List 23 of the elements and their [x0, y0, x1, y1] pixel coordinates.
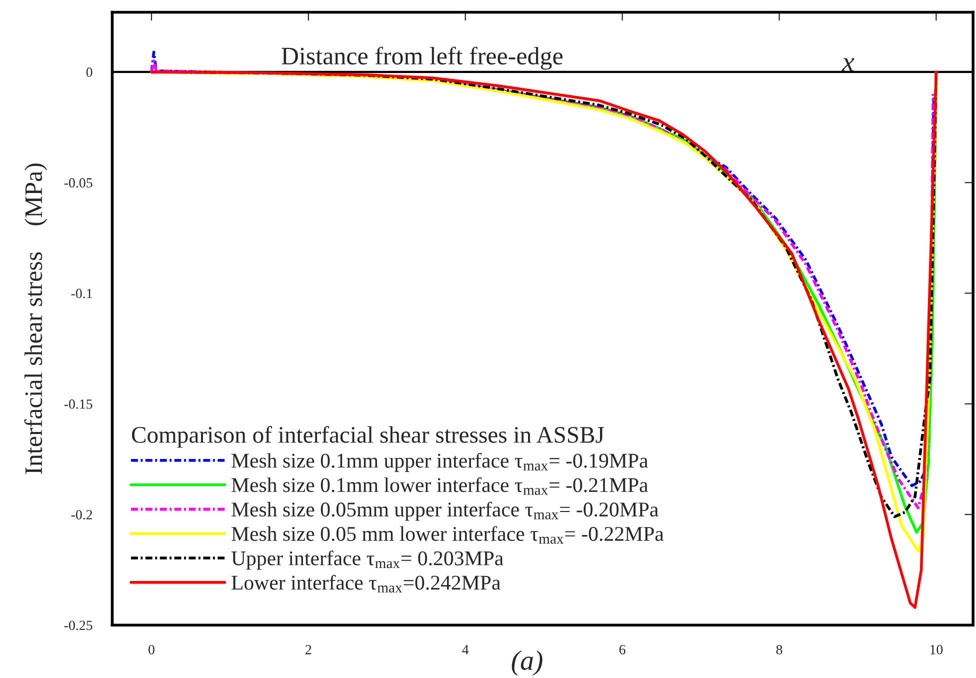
legend-label: Mesh size 0.05mm upper interface τ$_{max}$= -0.20MPa	[232, 502, 658, 521]
x-tick-label: 4	[462, 645, 469, 654]
y-tick-label: -0.2	[71, 510, 92, 520]
x-tick-label: 8	[776, 644, 782, 654]
y-tick-label: -0.15	[64, 399, 92, 409]
y-axis-title: Interfacial shear stress (MPa)	[24, 164, 48, 474]
legend-label: Lower interface τ$_{max}$=0.242MPa	[232, 574, 500, 593]
x-axis-title: Distance from left free-edge	[282, 46, 563, 70]
y-tick-label: 0	[86, 68, 92, 77]
x-tick-label: 0	[148, 644, 154, 654]
legend-label: Mesh size 0.1mm lower interface τ$_{max}$= -0.21MPa	[232, 477, 648, 495]
x-tick-label: 10	[930, 644, 943, 654]
text: (a)	[512, 650, 542, 676]
y-tick-label: -0.1	[71, 288, 92, 298]
y-tick-label: -0.05	[64, 178, 92, 188]
y-tick-label: -0.25	[64, 620, 92, 630]
x-tick-label: 6	[619, 645, 626, 654]
legend-label: Mesh size 0.1mm upper interface τ$_{max}$= -0.19MPa	[232, 452, 648, 472]
legend-title: Comparison of interfacial shear stresses in ASSBJ	[132, 426, 604, 448]
legend-label: Upper interface τ$_{max}$= 0.203MPa	[231, 550, 504, 570]
annotation: x	[842, 58, 854, 71]
x-tick-label: 2	[306, 645, 312, 654]
legend-label: Mesh size 0.05 mm lower interface τ$_{max}$= -0.22MPa	[232, 526, 664, 544]
